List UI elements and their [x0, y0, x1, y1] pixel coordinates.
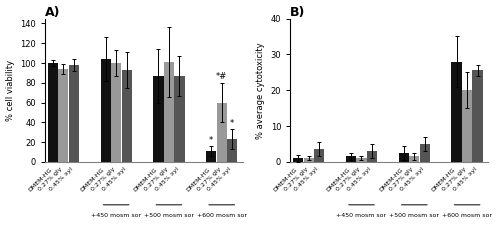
Bar — [462, 90, 472, 162]
Text: +450 mosm sor: +450 mosm sor — [91, 213, 141, 218]
Y-axis label: % cell viability: % cell viability — [6, 60, 15, 121]
Text: B): B) — [290, 5, 306, 19]
Text: +450 mosm sor: +450 mosm sor — [336, 213, 386, 218]
Bar — [216, 103, 227, 162]
Bar — [472, 70, 482, 162]
Bar — [304, 158, 314, 162]
Text: +500 mosm sor: +500 mosm sor — [390, 213, 440, 218]
Bar — [367, 151, 377, 162]
Bar — [100, 59, 110, 162]
Bar — [346, 156, 356, 162]
Bar — [154, 76, 164, 162]
Bar — [398, 153, 409, 162]
Y-axis label: % average cytotoxicity: % average cytotoxicity — [256, 42, 265, 139]
Text: +600 mosm sor: +600 mosm sor — [442, 213, 492, 218]
Bar — [293, 158, 304, 162]
Text: *#: *# — [216, 72, 228, 81]
Text: *: * — [230, 119, 234, 128]
Bar — [164, 62, 174, 162]
Text: *: * — [209, 136, 214, 144]
Bar — [227, 139, 237, 162]
Bar — [420, 144, 430, 162]
Bar — [356, 158, 366, 162]
Bar — [314, 149, 324, 162]
Bar — [111, 63, 121, 162]
Bar — [409, 156, 420, 162]
Text: +600 mosm sor: +600 mosm sor — [196, 213, 246, 218]
Bar — [452, 62, 462, 162]
Bar — [68, 65, 79, 162]
Text: A): A) — [45, 5, 60, 19]
Bar — [174, 76, 184, 162]
Bar — [122, 70, 132, 162]
Bar — [48, 63, 58, 162]
Bar — [58, 69, 68, 162]
Bar — [206, 151, 216, 162]
Text: +500 mosm sor: +500 mosm sor — [144, 213, 194, 218]
